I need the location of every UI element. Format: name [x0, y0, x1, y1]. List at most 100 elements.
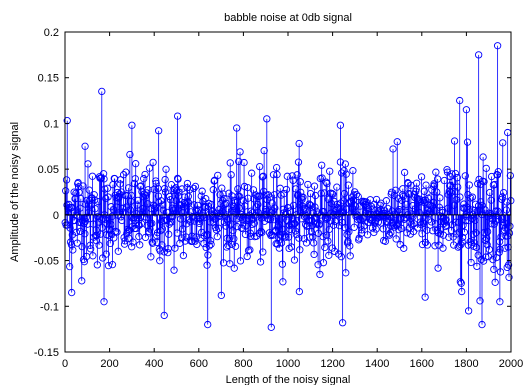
- stem-marker: [246, 229, 254, 237]
- stem-marker: [451, 169, 460, 178]
- stem-marker: [480, 178, 488, 186]
- stem-marker: [350, 223, 358, 231]
- stem-marker: [440, 217, 448, 226]
- stem-marker: [116, 176, 125, 184]
- stem-marker: [203, 230, 212, 239]
- y-tick-label: 0.15: [38, 73, 59, 85]
- stem-marker: [178, 225, 187, 233]
- stem-marker: [346, 252, 354, 260]
- stem-marker: [66, 262, 74, 271]
- stem-marker: [372, 195, 381, 204]
- stem-marker: [204, 251, 212, 259]
- stem-marker: [193, 240, 201, 249]
- stem-marker: [291, 227, 300, 235]
- stem-marker: [228, 206, 237, 215]
- stem-marker: [103, 184, 112, 192]
- stem-marker: [330, 221, 338, 229]
- stem-marker: [472, 229, 480, 237]
- stem-marker: [152, 179, 160, 188]
- stem-marker: [417, 173, 426, 181]
- stem-marker: [125, 234, 133, 243]
- stem-marker: [257, 227, 265, 236]
- stem-marker: [505, 273, 513, 281]
- stem-marker: [465, 181, 473, 189]
- stem-marker: [240, 158, 248, 167]
- stem-marker: [406, 218, 414, 226]
- stem-marker: [143, 189, 151, 197]
- stem-marker: [493, 171, 502, 179]
- stem-marker: [430, 181, 439, 189]
- stem-marker: [453, 230, 461, 238]
- stem-marker: [113, 188, 122, 197]
- stem-marker: [475, 175, 483, 184]
- x-tick-label: 200: [100, 358, 118, 370]
- stem-marker: [110, 234, 118, 242]
- chart-title: babble noise at 0db signal: [224, 12, 352, 24]
- stem-marker: [302, 239, 311, 247]
- stem-marker: [165, 230, 173, 238]
- stem-marker: [337, 253, 345, 261]
- stem-marker: [123, 192, 131, 200]
- stem-marker: [344, 181, 353, 189]
- stem-marker: [254, 208, 262, 217]
- stem-marker: [168, 218, 176, 226]
- stem-marker: [114, 247, 122, 255]
- stem-marker: [379, 225, 387, 233]
- stem-marker: [305, 233, 314, 241]
- stem-marker: [128, 121, 136, 129]
- stem-marker: [345, 228, 353, 236]
- stem-marker: [409, 227, 418, 236]
- stem-marker: [151, 209, 159, 217]
- stem-marker: [409, 212, 417, 221]
- stem-marker: [390, 221, 398, 230]
- stem-marker: [145, 229, 153, 237]
- stem-marker: [300, 204, 308, 213]
- stem-marker: [411, 205, 419, 213]
- stem-marker: [295, 234, 303, 242]
- stem-marker: [99, 170, 108, 178]
- y-tick-label: -0.1: [40, 301, 59, 313]
- stem-marker: [498, 193, 506, 201]
- stem-marker: [169, 206, 178, 214]
- stem-marker: [150, 205, 159, 213]
- stem-marker: [462, 213, 471, 221]
- stem-marker: [340, 189, 349, 198]
- stem-marker: [133, 213, 142, 222]
- stem-marker: [279, 278, 287, 286]
- stem-marker: [161, 184, 169, 193]
- stem-marker: [166, 196, 175, 204]
- stem-marker: [381, 237, 390, 245]
- stem-marker: [62, 187, 70, 195]
- x-tick-label: 1000: [276, 358, 300, 370]
- stem-marker: [350, 191, 358, 199]
- stem-marker: [230, 264, 238, 272]
- stem-marker: [280, 209, 288, 217]
- stem-marker: [416, 198, 424, 206]
- stem-marker: [457, 279, 465, 287]
- stem-marker: [165, 192, 174, 201]
- stem-marker: [107, 220, 115, 229]
- stem-marker: [201, 203, 209, 212]
- stem-marker: [283, 172, 291, 180]
- stem-marker: [316, 270, 324, 279]
- marker-series: [61, 42, 515, 331]
- stem-marker: [464, 307, 473, 315]
- stem-marker: [487, 196, 495, 204]
- stem-marker: [289, 201, 298, 210]
- stem-marker: [318, 174, 326, 182]
- stem-marker: [456, 96, 464, 105]
- stem-marker: [479, 257, 488, 265]
- stem-marker: [402, 200, 410, 208]
- stem-marker: [448, 170, 456, 178]
- y-tick-label: 0: [53, 210, 59, 222]
- stem-marker: [463, 203, 471, 211]
- stem-marker: [254, 200, 262, 209]
- stem-marker: [467, 258, 475, 267]
- stem-marker: [454, 243, 462, 251]
- stem-marker: [429, 198, 437, 207]
- stem-marker: [132, 160, 140, 168]
- stem-marker: [157, 226, 165, 235]
- stem-marker: [494, 168, 502, 176]
- stem-marker: [490, 265, 498, 274]
- stem-marker: [349, 196, 357, 204]
